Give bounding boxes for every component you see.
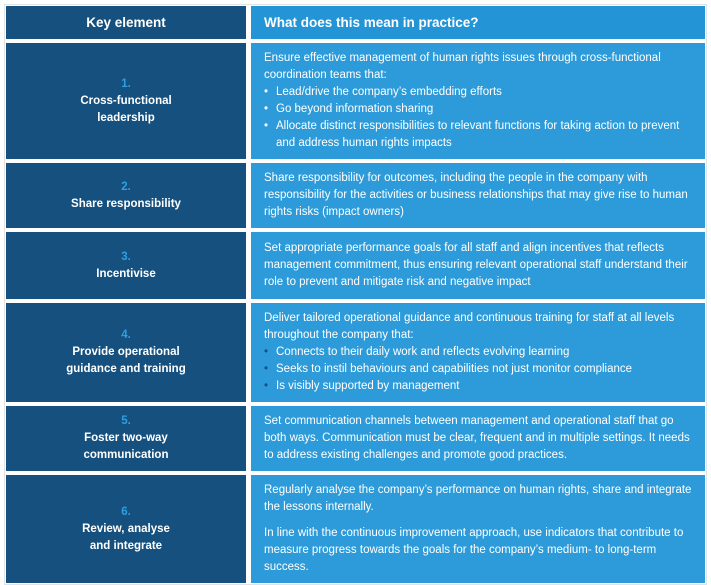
bullet-text: Allocate distinct responsibilities to re… — [276, 120, 680, 149]
practice-text: In line with the continuous improvement … — [264, 527, 684, 573]
practice-intro: Ensure effective management of human rig… — [264, 52, 661, 81]
key-element-label: Share responsibility — [71, 197, 181, 210]
practice-cell-4: Deliver tailored operational guidance an… — [251, 303, 705, 402]
practice-text: Share responsibility for outcomes, inclu… — [264, 172, 688, 218]
header-practice-label: What does this mean in practice? — [264, 15, 479, 30]
practice-text: Set appropriate performance goals for al… — [264, 242, 688, 288]
row-number: 1. — [121, 77, 131, 90]
bullet-list: • Connects to their daily work and refle… — [264, 344, 692, 395]
list-item: • Go beyond information sharing — [264, 101, 692, 118]
bullet-text: Seeks to instil behaviours and capabilit… — [276, 363, 633, 375]
bullet-list: • Lead/drive the company’s embedding eff… — [264, 84, 692, 152]
key-elements-table: Key element What does this mean in pract… — [4, 4, 707, 585]
list-item: • Is visibly supported by management — [264, 378, 692, 395]
list-item: • Lead/drive the company’s embedding eff… — [264, 84, 692, 101]
key-element-label: Incentivise — [96, 267, 156, 280]
key-element-cell-4: 4. Provide operational guidance and trai… — [6, 303, 246, 402]
bullet-icon: • — [264, 120, 269, 132]
row-number: 6. — [121, 505, 131, 518]
practice-cell-3: Set appropriate performance goals for al… — [251, 232, 705, 299]
practice-cell-5: Set communication channels between manag… — [251, 406, 705, 471]
bullet-icon: • — [264, 103, 269, 115]
header-cell-practice: What does this mean in practice? — [251, 6, 705, 39]
key-element-cell-3: 3. Incentivise — [6, 232, 246, 299]
practice-cell-2: Share responsibility for outcomes, inclu… — [251, 163, 705, 228]
row-number: 5. — [121, 415, 131, 427]
table-header-row: Key element What does this mean in pract… — [6, 6, 705, 39]
bullet-text: Is visibly supported by management — [276, 380, 460, 392]
table-row: 3. Incentivise Set appropriate performan… — [6, 232, 705, 299]
list-item: • Connects to their daily work and refle… — [264, 344, 692, 361]
header-key-element-label: Key element — [86, 15, 166, 30]
key-element-cell-6: 6. Review, analyse and integrate — [6, 475, 246, 583]
key-element-cell-5: 5. Foster two-way communication — [6, 406, 246, 471]
bullet-icon: • — [264, 346, 269, 358]
key-element-label: Provide operational guidance and trainin… — [66, 346, 186, 375]
table-row: 5. Foster two-way communication Set comm… — [6, 406, 705, 471]
key-element-label: Review, analyse and integrate — [82, 522, 170, 552]
bullet-icon: • — [264, 380, 269, 392]
key-element-label: Foster two-way communication — [83, 432, 169, 461]
bullet-icon: • — [264, 86, 269, 98]
practice-text: Regularly analyse the company’s performa… — [264, 484, 692, 513]
row-number: 2. — [121, 180, 131, 193]
table-row: 4. Provide operational guidance and trai… — [6, 303, 705, 402]
header-cell-key-element: Key element — [6, 6, 246, 39]
table-row: 6. Review, analyse and integrate Regular… — [6, 475, 705, 583]
key-element-cell-1: 1. Cross-functional leadership — [6, 43, 246, 159]
table-row: 2. Share responsibility Share responsibi… — [6, 163, 705, 228]
list-item: • Seeks to instil behaviours and capabil… — [264, 361, 692, 378]
list-item: • Allocate distinct responsibilities to … — [264, 118, 692, 152]
table-row: 1. Cross-functional leadership Ensure ef… — [6, 43, 705, 159]
bullet-text: Go beyond information sharing — [276, 103, 434, 115]
practice-cell-1: Ensure effective management of human rig… — [251, 43, 705, 159]
key-element-cell-2: 2. Share responsibility — [6, 163, 246, 228]
bullet-icon: • — [264, 363, 269, 375]
row-number: 4. — [121, 329, 131, 341]
key-element-label: Cross-functional leadership — [80, 94, 172, 124]
practice-text: Set communication channels between manag… — [264, 415, 690, 461]
bullet-text: Connects to their daily work and reflect… — [276, 346, 570, 358]
practice-cell-6: Regularly analyse the company’s performa… — [251, 475, 705, 583]
practice-intro: Deliver tailored operational guidance an… — [264, 312, 675, 341]
row-number: 3. — [121, 250, 131, 263]
bullet-text: Lead/drive the company’s embedding effor… — [276, 86, 502, 98]
